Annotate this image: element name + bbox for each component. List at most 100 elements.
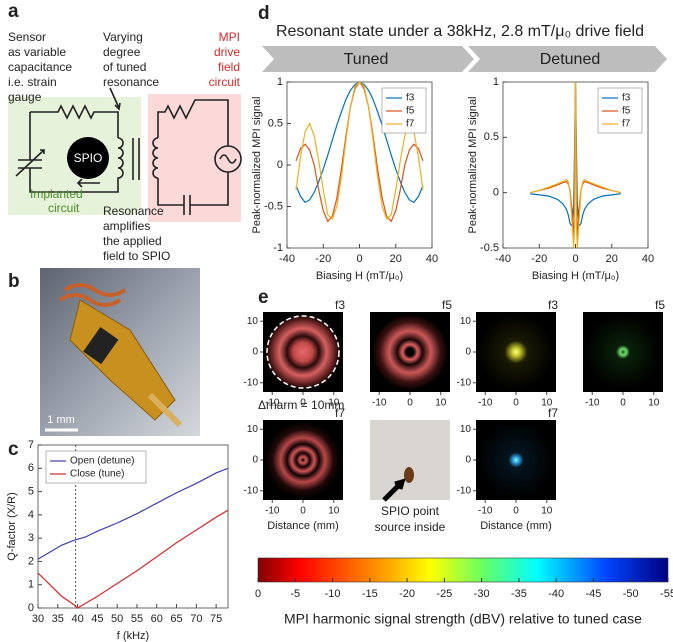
x-tick-label: 0 bbox=[572, 253, 578, 265]
x-tick-label: 20 bbox=[606, 253, 618, 265]
harmonic-pattern bbox=[265, 422, 341, 498]
y-tick-label: 10 bbox=[247, 316, 259, 327]
colorbar-tick-label: -45 bbox=[586, 588, 602, 600]
drive-note: drive bbox=[214, 45, 240, 59]
x-tick-label: -20 bbox=[315, 253, 331, 265]
colorbar-tick-label: -20 bbox=[399, 588, 415, 600]
drive-note: field bbox=[218, 60, 240, 74]
x-axis-label: Biasing H (mT/μ₀) bbox=[316, 270, 403, 282]
x-tick-label: 35 bbox=[52, 613, 64, 625]
x-tick-label: 40 bbox=[71, 613, 83, 625]
y-tick-label: -10 bbox=[457, 377, 472, 388]
y-tick-label: 6 bbox=[28, 462, 34, 474]
legend-label: f7 bbox=[406, 119, 415, 130]
x-tick-label: 0 bbox=[407, 398, 413, 409]
panel-label: c bbox=[8, 439, 19, 460]
colorbar-tick-label: -40 bbox=[548, 588, 564, 600]
colorbar bbox=[258, 558, 668, 582]
y-tick-label: 1 bbox=[277, 76, 283, 88]
legend-label: f3 bbox=[406, 93, 415, 104]
state-label: Detuned bbox=[540, 51, 601, 68]
y-tick-label: 4 bbox=[28, 509, 34, 521]
x-tick-label: 10 bbox=[435, 398, 447, 409]
y-tick-label: 10 bbox=[460, 316, 472, 327]
y-tick-label: 10 bbox=[460, 424, 472, 435]
harmonic-label: f5 bbox=[655, 298, 665, 312]
x-tick-label: 75 bbox=[210, 613, 222, 625]
resonance-note: resonance bbox=[103, 75, 159, 89]
x-axis-label: f (kHz) bbox=[117, 630, 149, 642]
spio-label: SPIO bbox=[74, 151, 103, 165]
panel-label: d bbox=[258, 3, 270, 24]
x-tick-label: -40 bbox=[279, 253, 295, 265]
harmonic-label: f7 bbox=[548, 406, 558, 420]
harmonic-label: f5 bbox=[442, 298, 452, 312]
spio-caption: source inside bbox=[375, 520, 446, 534]
legend-label: f3 bbox=[622, 93, 631, 104]
x-tick-label: 10 bbox=[648, 398, 660, 409]
amplify-note: the applied bbox=[103, 234, 162, 248]
implant-note: circuit bbox=[48, 201, 80, 215]
harm-spacing: Δrharm = 10mm bbox=[258, 398, 344, 412]
amplify-note: field to SPIO bbox=[103, 249, 170, 263]
sensor-note: i.e. strain bbox=[8, 75, 57, 89]
x-tick-label: -10 bbox=[478, 398, 493, 409]
x-axis-label: Distance (mm) bbox=[267, 520, 339, 532]
resonance-note: of tuned bbox=[103, 60, 146, 74]
colorbar-tick-label: -10 bbox=[325, 588, 341, 600]
harmonic-pattern bbox=[478, 314, 554, 390]
harmonic-pattern bbox=[265, 314, 341, 390]
y-axis-label: Peak-normalized MPI signal bbox=[251, 97, 263, 234]
x-tick-label: -10 bbox=[478, 506, 493, 517]
x-tick-label: 55 bbox=[131, 613, 143, 625]
implant-note: Implanted bbox=[30, 187, 83, 201]
colorbar-tick-label: -55 bbox=[660, 588, 673, 600]
legend-label: f7 bbox=[622, 119, 631, 130]
sensor-note: Sensor bbox=[8, 30, 46, 44]
legend-label: Close (tune) bbox=[70, 469, 124, 480]
x-tick-label: 0 bbox=[620, 398, 626, 409]
y-tick-label: -0.5 bbox=[264, 200, 283, 212]
y-tick-label: 3 bbox=[28, 532, 34, 544]
y-tick-label: 5 bbox=[28, 485, 34, 497]
y-axis-label: Peak-normalized MPI signal bbox=[467, 97, 479, 234]
colorbar-tick-label: -5 bbox=[290, 588, 300, 600]
y-tick-label: 1 bbox=[493, 76, 499, 88]
spio-source bbox=[404, 467, 414, 483]
sensor-note: as variable bbox=[8, 45, 66, 59]
x-tick-label: -10 bbox=[372, 398, 387, 409]
harmonic-pattern bbox=[372, 314, 448, 390]
colorbar-tick-label: -15 bbox=[362, 588, 378, 600]
y-tick-label: -10 bbox=[457, 485, 472, 496]
colorbar-tick-label: -50 bbox=[623, 588, 639, 600]
x-tick-label: 40 bbox=[426, 253, 438, 265]
y-tick-label: 0.5 bbox=[484, 131, 499, 143]
y-tick-label: -10 bbox=[244, 377, 259, 388]
colorbar-tick-label: 0 bbox=[255, 588, 261, 600]
x-tick-label: 20 bbox=[390, 253, 402, 265]
resonance-note: Varying bbox=[103, 30, 143, 44]
legend-label: f5 bbox=[406, 106, 415, 117]
y-tick-label: 0 bbox=[465, 455, 471, 466]
drive-note: MPI bbox=[219, 30, 240, 44]
colorbar-tick-label: -25 bbox=[436, 588, 452, 600]
state-label: Tuned bbox=[344, 51, 389, 68]
sensor-note: capacitance bbox=[8, 60, 72, 74]
drive-note: circuit bbox=[209, 75, 241, 89]
harmonic-label: f3 bbox=[335, 298, 345, 312]
panel-label: e bbox=[258, 287, 269, 308]
x-tick-label: -20 bbox=[531, 253, 547, 265]
y-tick-label: -1 bbox=[273, 242, 283, 254]
y-tick-label: -10 bbox=[244, 485, 259, 496]
x-tick-label: -10 bbox=[265, 506, 280, 517]
spio-photo bbox=[370, 420, 450, 500]
x-tick-label: 65 bbox=[170, 613, 182, 625]
x-axis-label: Distance (mm) bbox=[480, 520, 552, 532]
amplify-note: Resonance bbox=[103, 204, 164, 218]
y-tick-label: 10 bbox=[247, 424, 259, 435]
panel-label: a bbox=[8, 1, 19, 22]
y-tick-label: 1 bbox=[28, 579, 34, 591]
y-tick-label: 0 bbox=[28, 602, 34, 614]
colorbar-label: MPI harmonic signal strength (dBV) relat… bbox=[284, 611, 642, 627]
x-tick-label: 40 bbox=[642, 253, 654, 265]
